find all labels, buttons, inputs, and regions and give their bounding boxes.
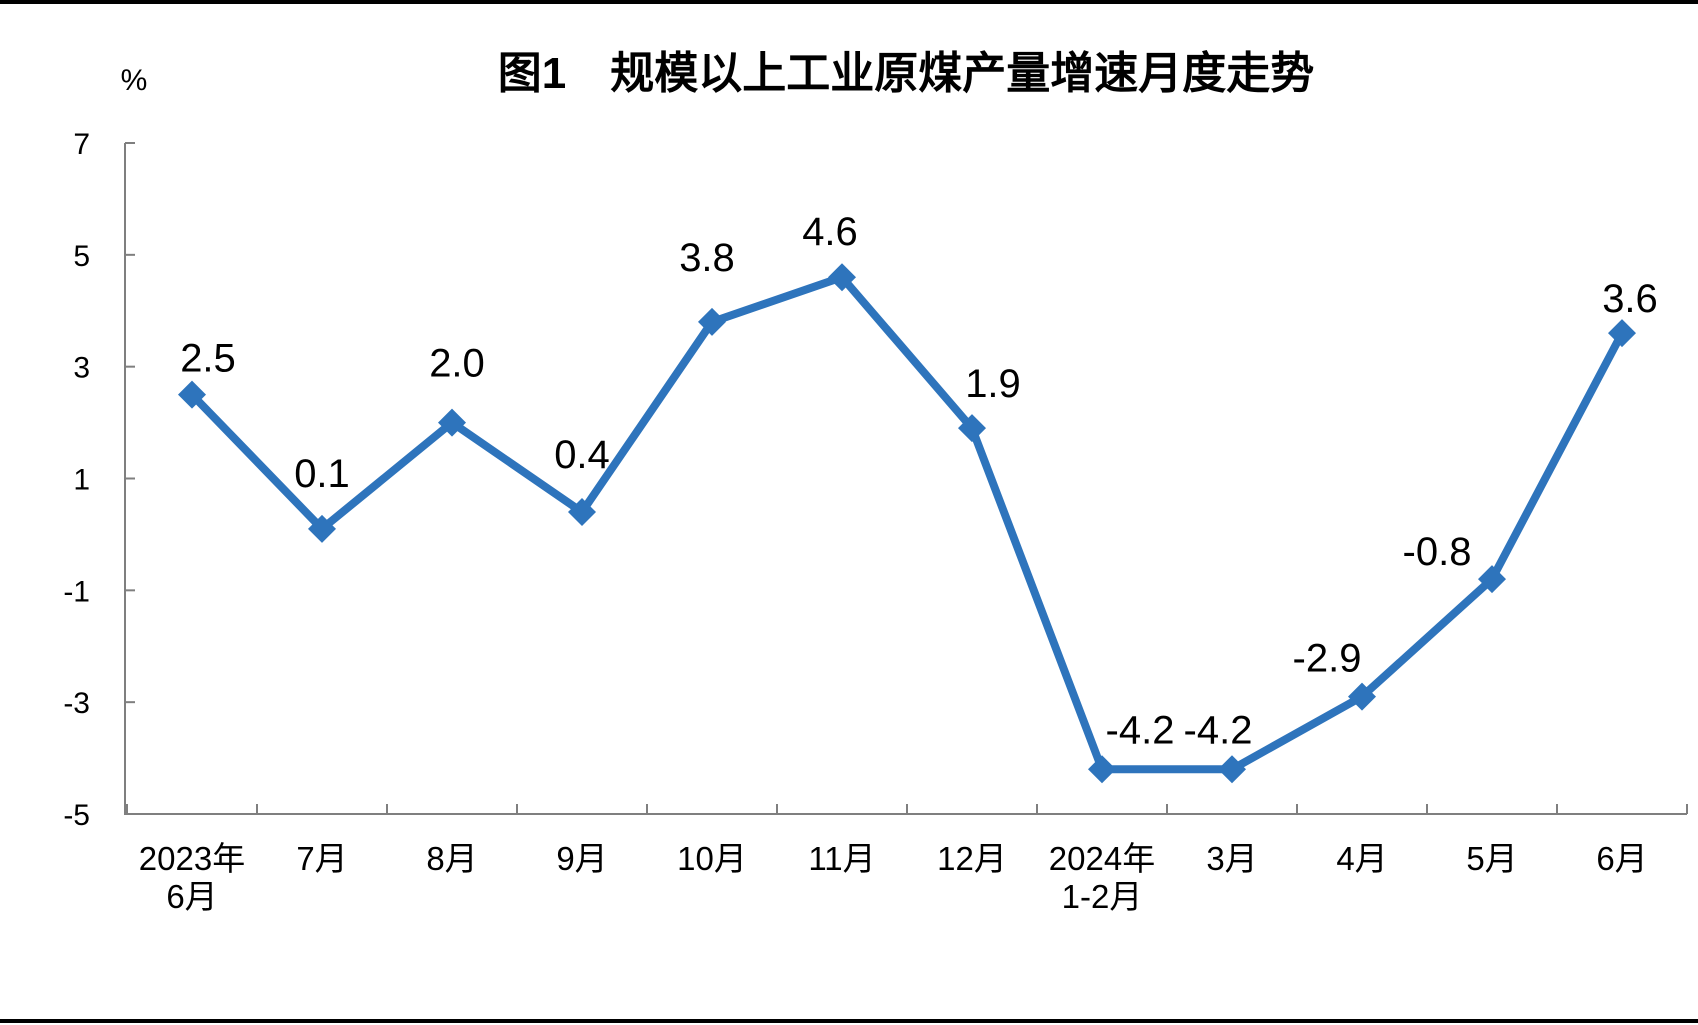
data-point-label: -2.9 — [1293, 637, 1362, 681]
data-point-marker — [178, 380, 206, 409]
data-point-marker — [1478, 565, 1506, 594]
data-point-marker — [308, 514, 336, 543]
y-axis-unit-label: % — [121, 64, 148, 97]
x-tick-label: 12月 — [937, 840, 1007, 877]
data-point-label: 0.1 — [294, 452, 350, 496]
x-tick-label: 1-2月 — [1062, 878, 1143, 915]
data-point-marker — [1088, 755, 1116, 784]
y-tick-label: 3 — [73, 352, 90, 385]
x-tick-label: 5月 — [1466, 840, 1517, 877]
y-tick-label: 5 — [73, 240, 90, 273]
x-tick-label: 7月 — [296, 840, 347, 877]
bottom-divider — [0, 1019, 1698, 1023]
data-point-label: 3.6 — [1602, 277, 1658, 321]
data-point-label: 0.4 — [554, 433, 610, 477]
x-tick-label: 8月 — [426, 840, 477, 877]
data-point-marker — [568, 498, 596, 527]
x-tick-label: 6月 — [1596, 840, 1647, 877]
data-point-label: 2.0 — [429, 342, 485, 386]
y-tick-label: -3 — [63, 687, 90, 720]
x-tick-label: 4月 — [1336, 840, 1387, 877]
data-point-marker — [958, 414, 986, 443]
trend-line — [188, 273, 1626, 774]
data-point-label: -0.8 — [1403, 530, 1472, 574]
x-tick-label: 2023年 — [139, 840, 245, 877]
data-point-label: -4.2 — [1106, 708, 1175, 752]
y-tick-label: 7 — [73, 128, 90, 161]
y-tick-label: -5 — [63, 799, 90, 832]
y-tick-label: 1 — [73, 464, 90, 497]
data-point-marker — [698, 307, 726, 336]
data-point-label: 3.8 — [679, 236, 735, 280]
data-point-marker — [1218, 755, 1246, 784]
x-tick-label: 9月 — [556, 840, 607, 877]
data-point-label: 1.9 — [965, 362, 1021, 406]
x-tick-label: 11月 — [808, 840, 875, 877]
x-tick-label: 10月 — [677, 840, 747, 877]
data-point-marker — [438, 408, 466, 437]
data-point-label: 4.6 — [802, 210, 858, 254]
data-point-marker — [1608, 319, 1636, 348]
x-tick-label: 3月 — [1206, 840, 1257, 877]
y-tick-label: -1 — [63, 575, 90, 608]
top-divider — [0, 0, 1698, 4]
chart-title: 图1 规模以上工业原煤产量增速月度走势 — [498, 49, 1314, 98]
x-tick-label: 6月 — [166, 878, 217, 915]
data-point-marker — [1348, 682, 1376, 711]
data-point-label: 2.5 — [180, 337, 236, 381]
data-point-marker — [828, 263, 856, 292]
data-series: 2.5 0.1 2.0 0.4 3.8 4.6 1.9 -4.2 -4.2 -2.9 -0.8 3.6 — [178, 210, 1658, 784]
x-tick-label: 2024年 — [1049, 840, 1155, 877]
data-point-label: -4.2 — [1184, 708, 1253, 752]
